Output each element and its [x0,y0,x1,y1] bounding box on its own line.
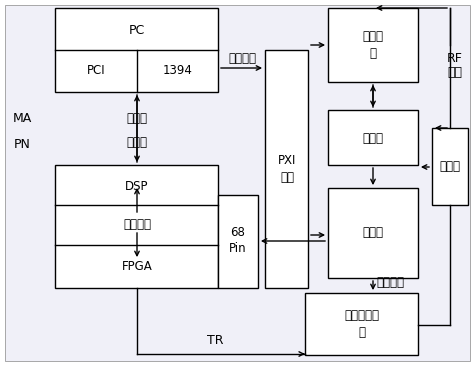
Bar [218,195,258,288]
Text: PCI: PCI [86,64,105,78]
Bar [305,293,418,355]
Text: DSP: DSP [125,179,149,193]
Text: 信号: 信号 [447,67,463,79]
Text: 衰减器: 衰减器 [439,161,460,173]
Text: 控制信号: 控制信号 [228,52,256,64]
Text: 发射通
道: 发射通 道 [362,30,383,60]
Text: 接收机: 接收机 [362,227,383,239]
Text: PN: PN [14,138,30,152]
Bar [432,128,468,205]
Bar [328,110,418,165]
Bar [55,8,218,92]
Text: 消息字: 消息字 [126,112,148,124]
Bar [265,50,308,288]
Text: 数据流: 数据流 [126,137,148,149]
Text: 1394: 1394 [163,64,193,78]
Text: FPGA: FPGA [122,261,152,273]
Text: RF: RF [447,52,463,64]
Text: MA: MA [12,112,32,124]
Bar [55,165,218,288]
Text: 接收信号: 接收信号 [376,276,404,290]
Text: 68
Pin: 68 Pin [229,227,247,255]
Text: TR: TR [207,333,223,347]
Bar [328,188,418,278]
Bar [328,8,418,82]
Text: 天线收发开
关: 天线收发开 关 [344,309,380,339]
Text: PXI
总线: PXI 总线 [278,154,296,184]
Text: 数据交互: 数据交互 [123,219,151,232]
Text: 频率源: 频率源 [362,131,383,145]
Text: PC: PC [129,23,145,37]
